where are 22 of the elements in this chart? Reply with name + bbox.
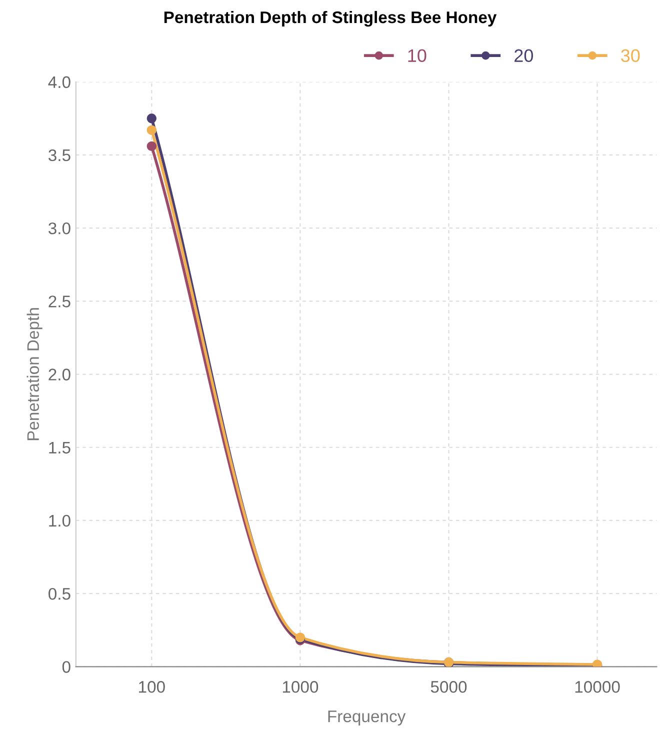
chart-title: Penetration Depth of Stingless Bee Honey <box>164 10 497 27</box>
x-tick-label: 10000 <box>575 681 620 693</box>
x-tick-label: 100 <box>139 681 165 693</box>
point <box>146 125 157 135</box>
y-axis-title: Penetration Depth <box>26 308 42 440</box>
legend-label: 30 <box>621 49 640 62</box>
x-axis-title: Frequency <box>328 710 406 726</box>
y-tick-label: 3.5 <box>48 149 70 162</box>
y-tick-label: 0.5 <box>48 588 70 600</box>
x-tick-label: 1000 <box>282 681 318 693</box>
y-tick-label: 0 <box>62 661 70 673</box>
point <box>146 141 157 152</box>
y-tick-label: 2.0 <box>48 368 70 380</box>
y-tick-label: 3.0 <box>48 222 70 234</box>
y-tick-label: 1.5 <box>49 442 70 454</box>
y-tick-label: 4.0 <box>48 76 70 88</box>
point <box>146 114 157 124</box>
y-tick-label: 1.0 <box>49 514 70 527</box>
legend-label: 20 <box>514 49 533 62</box>
legend-label: 10 <box>408 49 426 62</box>
y-tick-label: 2.5 <box>48 296 70 308</box>
x-tick-label: 5000 <box>430 681 467 693</box>
